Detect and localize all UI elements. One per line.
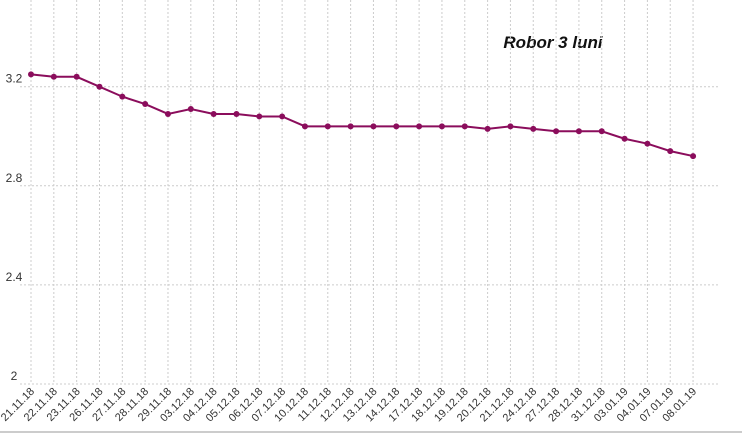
point (142, 101, 149, 108)
point (598, 128, 605, 135)
point (416, 123, 423, 130)
point (393, 123, 400, 130)
point (530, 125, 537, 132)
point (119, 93, 126, 100)
point (28, 71, 34, 78)
point (644, 140, 651, 147)
line (30, 73, 694, 158)
point (73, 73, 80, 80)
y-tick-label: 2.8 (6, 171, 23, 185)
point (461, 123, 468, 130)
y-tick-label: 3.2 (6, 72, 23, 86)
y-tick-label: 2.4 (6, 270, 23, 284)
point (50, 73, 57, 80)
point (484, 125, 491, 132)
point (301, 123, 308, 130)
point (96, 83, 103, 90)
point (690, 153, 697, 160)
point (233, 110, 240, 117)
point (256, 113, 263, 120)
point (438, 123, 445, 130)
point (667, 148, 674, 155)
point (324, 123, 331, 130)
point (621, 135, 628, 142)
point (507, 123, 514, 130)
point (347, 123, 354, 130)
point (210, 110, 217, 117)
point (370, 123, 377, 130)
point (187, 106, 194, 113)
point (553, 128, 560, 135)
chart-title: Robor 3 luni (503, 33, 603, 52)
point (279, 113, 286, 120)
point (164, 110, 171, 117)
y-tick-label: 2 (11, 369, 18, 383)
point (575, 128, 582, 135)
